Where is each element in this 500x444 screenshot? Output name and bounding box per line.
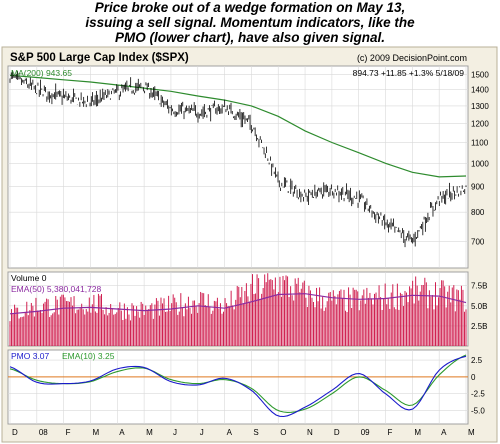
caption-line-3: PMO (lower chart), have also given signa…	[114, 30, 386, 45]
chart-caption: Price broke out of a wedge formation on …	[0, 0, 500, 45]
x-tick-label: D	[334, 428, 340, 437]
price-y-tick-label: 1000	[471, 159, 489, 168]
pmo-panel: -5.0 -2.5 0 2.5 PMO 3.07 EMA(10) 3.25	[7, 349, 485, 425]
x-tick-label: 09	[361, 428, 370, 437]
price-panel: 700 800 900 1000 1100 1200 1300 1400 1500 MA(200…	[7, 65, 489, 269]
pmo-y-tick-label: 0	[471, 373, 476, 382]
x-axis: D 08 F M A M J J A S O N D 09 F M A M	[12, 428, 475, 437]
volume-y-tick-label: 7.5B	[471, 282, 487, 291]
x-tick-label: O	[280, 428, 286, 437]
x-tick-label: N	[307, 428, 313, 437]
pmo-line	[9, 355, 467, 418]
volume-panel: 2.5B 5.0B 7.5B Volume 0 EMA(50) 5,380,041,…	[7, 271, 487, 347]
price-y-tick-label: 800	[471, 208, 485, 217]
ma200-line	[9, 74, 467, 178]
x-tick-label: M	[146, 428, 153, 437]
x-tick-label: A	[441, 428, 447, 437]
price-bars	[9, 70, 467, 248]
price-y-tick-label: 900	[471, 182, 485, 191]
price-grid	[8, 66, 468, 268]
x-tick-label: J	[173, 428, 177, 437]
x-tick-label: 08	[39, 428, 48, 437]
pmo-label: PMO 3.07	[11, 351, 50, 361]
pmo-plot-area	[7, 349, 469, 425]
pmo-y-tick-label: -5.0	[471, 407, 485, 416]
volume-ema-label: EMA(50) 5,380,041,728	[11, 284, 102, 294]
x-tick-label: M	[92, 428, 99, 437]
price-chart-title: S&P 500 Large Cap Index ($SPX)	[10, 52, 189, 64]
x-tick-label: D	[12, 428, 18, 437]
volume-ema50-line	[9, 293, 467, 315]
volume-y-axis: 2.5B 5.0B 7.5B	[471, 282, 487, 331]
x-tick-label: F	[388, 428, 393, 437]
pmo-y-tick-label: 2.5	[471, 356, 483, 365]
pmo-y-tick-label: -2.5	[471, 390, 485, 399]
x-tick-label: A	[119, 428, 125, 437]
price-y-tick-label: 1200	[471, 119, 489, 128]
pmo-ema-label: EMA(10) 3.25	[62, 351, 115, 361]
price-y-tick-label: 1300	[471, 102, 489, 111]
price-y-tick-label: 1100	[471, 138, 489, 147]
volume-y-tick-label: 5.0B	[471, 302, 487, 311]
volume-title: Volume 0	[11, 273, 47, 283]
x-tick-label: F	[66, 428, 71, 437]
caption-line-1: Price broke out of a wedge formation on …	[94, 0, 406, 15]
x-tick-label: A	[227, 428, 233, 437]
x-tick-label: M	[414, 428, 421, 437]
x-tick-label: J	[200, 428, 204, 437]
price-plot-area	[7, 65, 469, 269]
caption-line-2: issuing a sell signal. Momentum indicato…	[85, 15, 415, 30]
volume-y-tick-label: 2.5B	[471, 322, 487, 331]
price-quote: 894.73 +11.85 +1.3% 5/18/09	[353, 68, 465, 78]
x-tick-label: M	[468, 428, 475, 437]
x-tick-label: S	[253, 428, 258, 437]
pmo-y-axis: -5.0 -2.5 0 2.5	[471, 356, 485, 415]
copyright-label: (c) 2009 DecisionPoint.com	[357, 53, 467, 63]
ma200-label: MA(200) 943.65	[11, 68, 72, 78]
price-y-tick-label: 1500	[471, 71, 489, 80]
price-y-tick-label: 700	[471, 237, 485, 246]
price-y-axis: 700 800 900 1000 1100 1200 1300 1400 1500	[471, 71, 489, 247]
volume-bars	[9, 273, 467, 346]
price-y-tick-label: 1400	[471, 86, 489, 95]
